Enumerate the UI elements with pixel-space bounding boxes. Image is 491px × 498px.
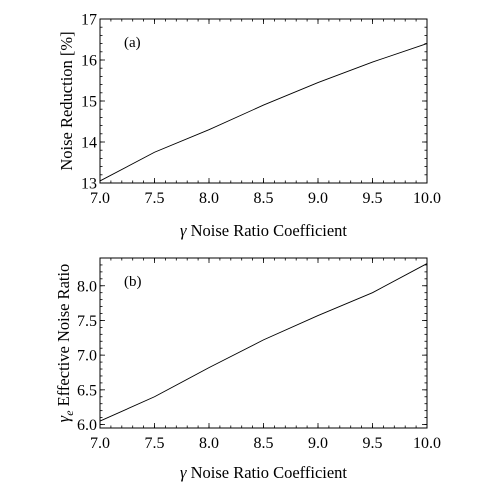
y-axis-text: Noise Reduction [%] bbox=[57, 31, 76, 170]
plot-frame bbox=[99, 18, 428, 184]
x-axis-text: Noise Ratio Coefficient bbox=[186, 463, 347, 482]
series-line bbox=[99, 43, 428, 182]
x-tick-label: 7.0 bbox=[90, 190, 110, 207]
x-tick-label: 8.5 bbox=[254, 190, 274, 207]
x-tick-label: 10.0 bbox=[413, 435, 441, 452]
series-line bbox=[99, 263, 428, 422]
y-tick-label: 6.5 bbox=[77, 382, 97, 399]
x-tick-label: 8.5 bbox=[254, 435, 274, 452]
x-tick-label: 8.0 bbox=[199, 190, 219, 207]
y-tick-label: 17 bbox=[81, 12, 97, 29]
x-tick-label: 9.0 bbox=[308, 435, 328, 452]
y-axis-text: Effective Noise Ratio bbox=[54, 264, 73, 411]
panel-b: 7.0 7.5 8.0 8.5 9.0 9.5 10.0 6.0 6.5 7.0 7.5 8.0 (b)… bbox=[54, 257, 441, 482]
y-tick-label: 16 bbox=[81, 53, 97, 70]
x-tick-label: 8.0 bbox=[199, 435, 219, 452]
panel-label: (b) bbox=[124, 274, 142, 290]
y-axis-subscript: e bbox=[62, 410, 76, 416]
x-axis-symbol: γ bbox=[180, 221, 187, 240]
y-tick-label: 13 bbox=[81, 176, 97, 193]
x-tick-label: 10.0 bbox=[413, 190, 441, 207]
y-tick-label: 14 bbox=[81, 135, 97, 152]
y-tick-label: 8.0 bbox=[77, 278, 97, 295]
panel-a: 7.0 7.5 8.0 8.5 9.0 9.5 10.0 13 14 15 16 17 (a) γ Noi… bbox=[57, 12, 441, 241]
x-tick-label: 7.0 bbox=[90, 435, 110, 452]
y-axis-title: γe Effective Noise Ratio bbox=[54, 264, 76, 423]
y-tick-label: 15 bbox=[81, 94, 97, 111]
y-tick-label: 7.5 bbox=[77, 313, 97, 330]
x-tick-label: 9.5 bbox=[363, 190, 383, 207]
x-axis-symbol: γ bbox=[180, 463, 187, 482]
x-axis-title: γ Noise Ratio Coefficient bbox=[180, 463, 347, 482]
x-tick-label: 9.0 bbox=[308, 190, 328, 207]
y-axis-title: Noise Reduction [%] bbox=[57, 31, 76, 170]
y-axis-symbol: γ bbox=[54, 415, 73, 422]
x-axis-text: Noise Ratio Coefficient bbox=[186, 221, 347, 240]
x-tick-label: 7.5 bbox=[145, 435, 165, 452]
y-tick-label: 7.0 bbox=[77, 348, 97, 365]
plot-frame bbox=[99, 257, 428, 429]
x-tick-label: 7.5 bbox=[145, 190, 165, 207]
x-axis-title: γ Noise Ratio Coefficient bbox=[180, 221, 347, 240]
panel-label: (a) bbox=[124, 35, 141, 51]
x-tick-label: 9.5 bbox=[363, 435, 383, 452]
y-tick-label: 6.0 bbox=[77, 417, 97, 434]
